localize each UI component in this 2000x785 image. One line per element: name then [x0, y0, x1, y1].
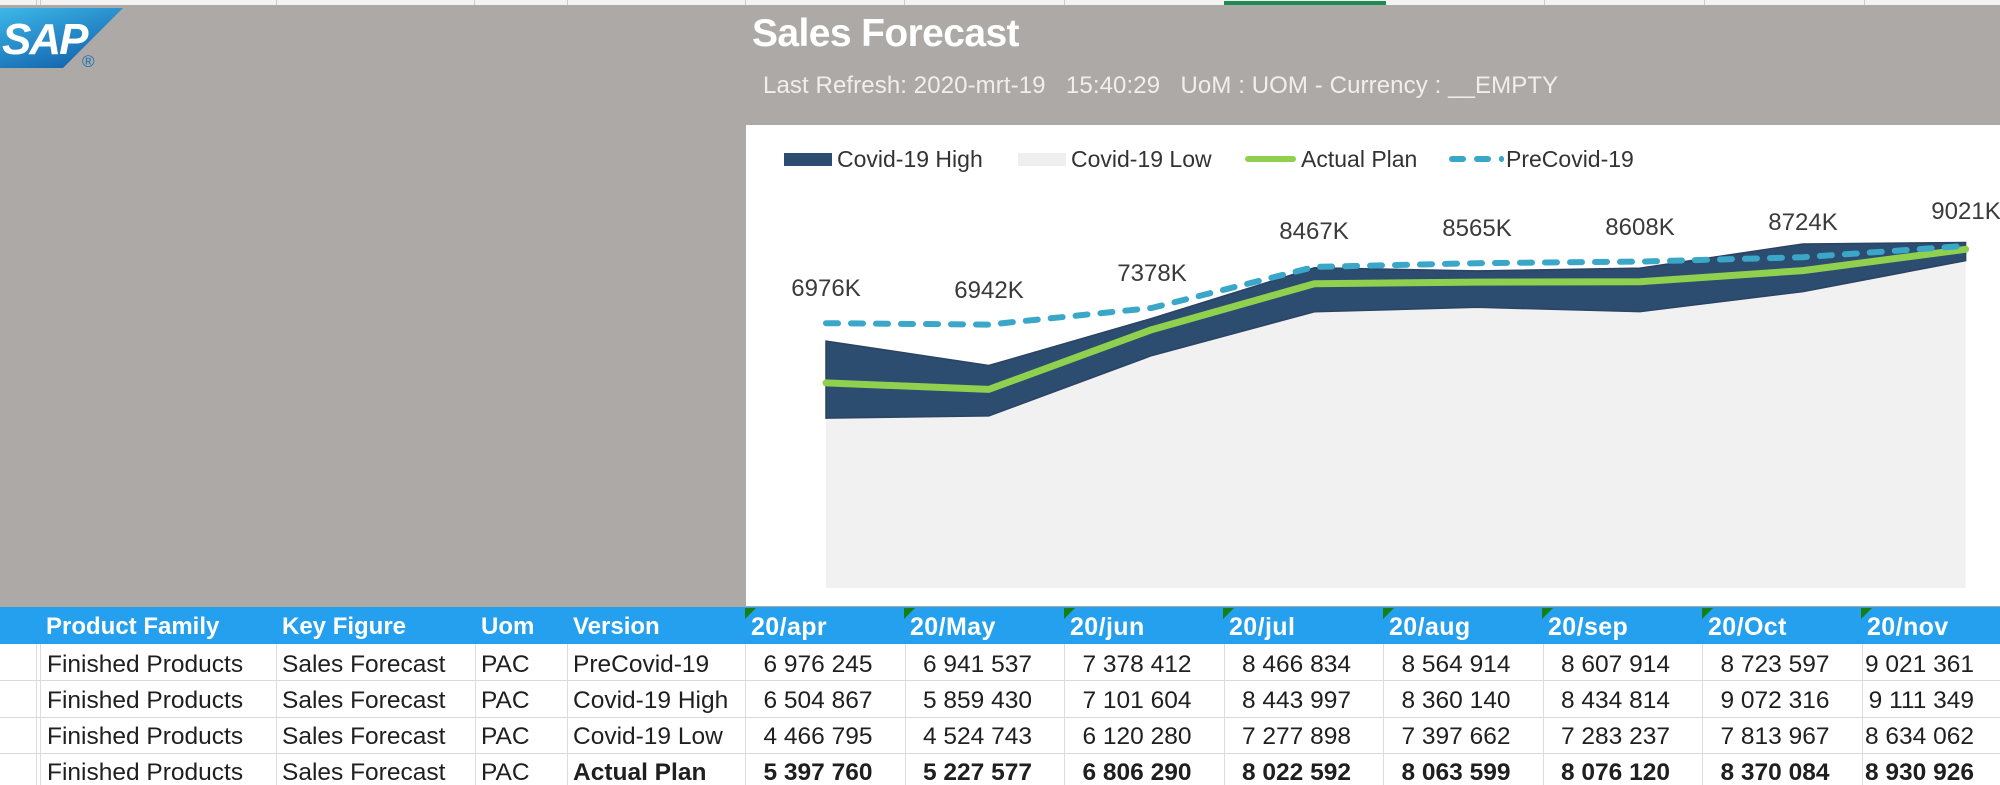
- svg-text:®: ®: [82, 52, 95, 70]
- svg-text:SAP: SAP: [2, 15, 89, 64]
